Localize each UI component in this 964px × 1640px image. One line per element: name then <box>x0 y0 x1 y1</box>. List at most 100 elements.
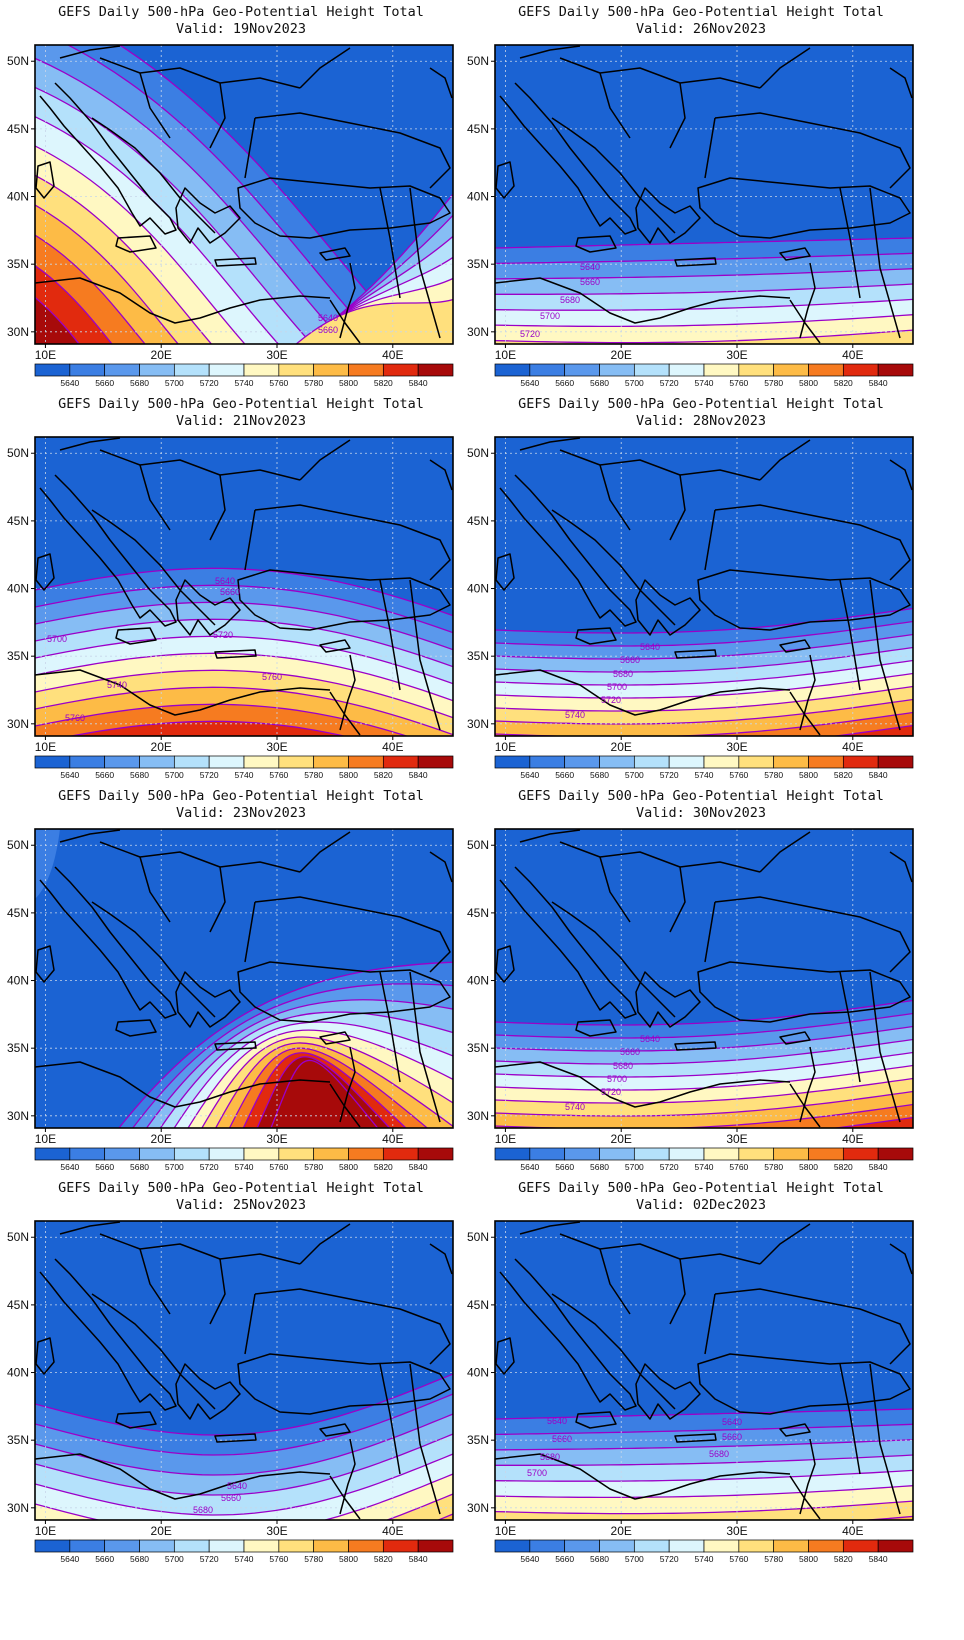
lon-tick-label: 10E <box>495 1132 516 1146</box>
lon-tick-label: 30E <box>726 740 747 754</box>
colorbar-label: 5660 <box>95 1162 114 1172</box>
contour-label: 5640 <box>227 1481 247 1491</box>
lat-tick-label: 40N <box>7 1366 29 1380</box>
contour-label: 5680 <box>540 1452 560 1462</box>
map-frame <box>34 436 454 737</box>
colorbar-label: 5660 <box>95 378 114 388</box>
lat-tick-label: 50N <box>467 838 489 852</box>
panel-title: GEFS Daily 500-hPa Geo-Potential Height … <box>58 1180 424 1196</box>
colorbar-swatch <box>104 755 140 769</box>
colorbar-label: 5820 <box>374 1162 393 1172</box>
colorbar: 5640 5660 5680 5700 5720 5740 5760 5780 5800 5820… <box>34 1539 454 1564</box>
colorbar-label: 5740 <box>695 378 714 388</box>
lat-tick-label: 40N <box>467 974 489 988</box>
lat-tick-label: 35N <box>7 649 29 663</box>
colorbar-label: 5800 <box>799 1162 818 1172</box>
panel-title: GEFS Daily 500-hPa Geo-Potential Height … <box>58 788 424 804</box>
lon-tick-label: 30E <box>266 348 287 362</box>
panel-valid-date: Valid: 26Nov2023 <box>635 21 767 37</box>
colorbar-swatch <box>313 1539 349 1553</box>
colorbar-label: 5780 <box>304 1554 323 1564</box>
panel-title: GEFS Daily 500-hPa Geo-Potential Height … <box>518 4 884 20</box>
colorbar-label: 5640 <box>520 770 539 780</box>
colorbar-swatch <box>69 1147 106 1161</box>
colorbar-swatch <box>173 1147 210 1161</box>
colorbar-swatch <box>348 1147 384 1161</box>
lat-tick-label: 50N <box>467 446 489 460</box>
colorbar-swatch <box>348 1539 384 1553</box>
colorbar-label: 5760 <box>269 770 288 780</box>
colorbar-swatch <box>529 363 566 377</box>
colorbar-label: 5640 <box>520 378 539 388</box>
colorbar-label: 5800 <box>339 1554 358 1564</box>
contour-label: 5680 <box>709 1449 729 1459</box>
contour-label: 5680 <box>193 1505 213 1515</box>
colorbar-label: 5700 <box>625 1162 644 1172</box>
colorbar-swatch <box>808 1539 844 1553</box>
height-map: 56405660568057005720574050N45N40N35N30N1… <box>467 436 914 780</box>
colorbar-label: 5820 <box>834 1554 853 1564</box>
lat-tick-label: 50N <box>7 838 29 852</box>
lon-tick-label: 20E <box>151 348 172 362</box>
colorbar-label: 5840 <box>409 770 428 780</box>
contour-label: 5740 <box>107 680 127 690</box>
colorbar-swatch <box>668 1147 705 1161</box>
colorbar-swatch <box>668 363 705 377</box>
lat-tick-label: 30N <box>7 1501 29 1515</box>
contour-label: 5720 <box>601 1087 621 1097</box>
contour-label: 5660 <box>552 1434 572 1444</box>
contour-label: 5760 <box>65 713 85 723</box>
lat-tick-label: 45N <box>467 1298 489 1312</box>
lat-tick-label: 45N <box>467 122 489 136</box>
coastlines <box>495 1221 913 1520</box>
lat-tick-label: 35N <box>7 1041 29 1055</box>
colorbar-label: 5660 <box>555 770 574 780</box>
colorbar-swatch <box>417 755 454 769</box>
colorbar-label: 5680 <box>130 1162 149 1172</box>
colorbar-swatch <box>417 363 454 377</box>
colorbar-swatch <box>599 1147 635 1161</box>
colorbar-label: 5760 <box>269 1162 288 1172</box>
colorbar-swatch <box>633 1539 670 1553</box>
colorbar-swatch <box>529 1539 566 1553</box>
map-panel: GEFS Daily 500-hPa Geo-Potential Height … <box>0 392 482 802</box>
colorbar-label: 5740 <box>235 770 254 780</box>
colorbar-swatch <box>173 363 210 377</box>
colorbar-label: 5820 <box>374 1554 393 1564</box>
colorbar-swatch <box>382 755 419 769</box>
colorbar-label: 5680 <box>590 378 609 388</box>
colorbar-label: 5660 <box>555 378 574 388</box>
coastlines <box>495 437 913 736</box>
colorbar-swatch <box>529 755 566 769</box>
colorbar-swatch <box>348 363 384 377</box>
coastlines <box>35 1221 453 1520</box>
lon-tick-label: 20E <box>611 348 632 362</box>
colorbar-label: 5740 <box>235 1162 254 1172</box>
height-map: 56405660568057005720574050N45N40N35N30N1… <box>467 828 914 1172</box>
lat-tick-label: 35N <box>7 257 29 271</box>
colorbar-label: 5700 <box>165 378 184 388</box>
height-map: 564056605720570057405760576050N45N40N35N… <box>7 436 454 780</box>
colorbar-label: 5720 <box>200 770 219 780</box>
colorbar-label: 5840 <box>869 378 888 388</box>
lat-tick-label: 40N <box>467 582 489 596</box>
colorbar-swatch <box>243 755 280 769</box>
colorbar-swatch <box>773 1147 809 1161</box>
colorbar-swatch <box>773 363 809 377</box>
map-panel: GEFS Daily 500-hPa Geo-Potential Height … <box>460 784 942 1194</box>
lat-tick-label: 40N <box>467 190 489 204</box>
colorbar-swatch <box>494 755 531 769</box>
colorbar-swatch <box>738 363 775 377</box>
colorbar-label: 5840 <box>409 378 428 388</box>
colorbar-label: 5720 <box>660 770 679 780</box>
lat-tick-label: 35N <box>467 649 489 663</box>
contour-label: 5660 <box>580 277 600 287</box>
lon-tick-label: 20E <box>151 740 172 754</box>
colorbar-swatch <box>564 755 600 769</box>
colorbar-swatch <box>877 363 914 377</box>
colorbar-label: 5680 <box>130 378 149 388</box>
colorbar-swatch <box>564 363 600 377</box>
colorbar-label: 5840 <box>409 1162 428 1172</box>
